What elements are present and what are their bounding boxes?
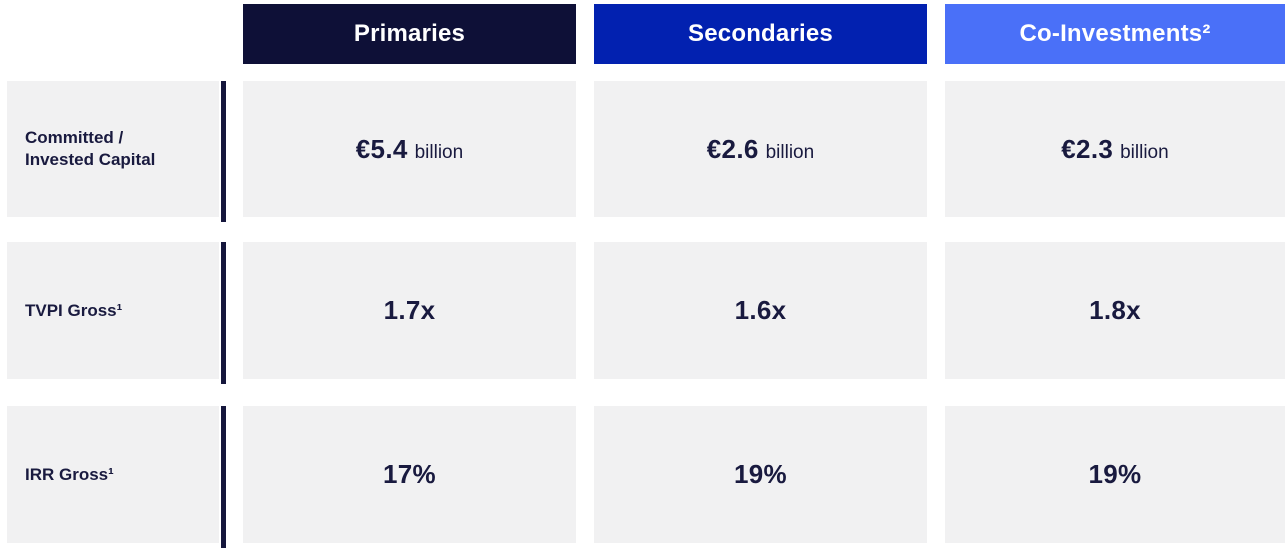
cell-value-suffix: billion (414, 141, 464, 163)
table-row-irr-gross: IRR Gross¹ 17% 19% 19% (0, 406, 1285, 548)
cell-value-suffix: billion (765, 141, 815, 163)
value-cell-co-investments: 1.8x (945, 242, 1285, 379)
row-label-cell: TVPI Gross¹ (7, 242, 219, 379)
value-wrap: €5.4 billion (356, 134, 463, 165)
row-label: TVPI Gross¹ (25, 300, 123, 320)
value-wrap: €2.6 billion (707, 134, 814, 165)
value-cell-secondaries: 1.6x (594, 242, 927, 379)
column-header-secondaries: Secondaries (594, 4, 927, 64)
cell-value: 19% (1088, 459, 1142, 489)
row-label-cell: IRR Gross¹ (7, 406, 219, 543)
row-divider-bar (221, 81, 226, 222)
column-header-primaries-label: Primaries (353, 20, 466, 47)
cell-value: 1.6x (734, 295, 787, 325)
value-cell-secondaries: 19% (594, 406, 927, 543)
column-header-co-investments-label: Co-Investments² (1019, 20, 1211, 47)
row-divider-bar (221, 406, 226, 548)
value-cell-primaries: €5.4 billion (243, 81, 576, 217)
cell-value-suffix: billion (1120, 141, 1169, 163)
value-cell-co-investments: 19% (945, 406, 1285, 543)
column-header-co-investments: Co-Investments² (945, 4, 1285, 64)
cell-value: 19% (734, 459, 787, 489)
cell-value: 1.7x (383, 295, 436, 325)
value-cell-co-investments: €2.3 billion (945, 81, 1285, 217)
value-wrap: €2.3 billion (1061, 134, 1168, 165)
value-cell-secondaries: €2.6 billion (594, 81, 927, 217)
column-header-primaries: Primaries (243, 4, 576, 64)
cell-value: €5.4 (355, 133, 408, 164)
value-cell-primaries: 17% (243, 406, 576, 543)
table-row-committed-invested-capital: Committed / Invested Capital €5.4 billio… (0, 81, 1285, 222)
value-cell-primaries: 1.7x (243, 242, 576, 379)
cell-value: €2.3 (1061, 133, 1114, 164)
row-label-cell: Committed / Invested Capital (7, 81, 219, 217)
row-label: Committed / Invested Capital (25, 128, 156, 169)
cell-value: €2.6 (706, 133, 759, 164)
cell-value: 1.8x (1089, 295, 1141, 325)
row-label: IRR Gross¹ (25, 464, 114, 484)
cell-value: 17% (383, 459, 436, 489)
column-header-secondaries-label: Secondaries (688, 20, 833, 47)
row-divider-bar (221, 242, 226, 384)
table-row-tvpi-gross: TVPI Gross¹ 1.7x 1.6x 1.8x (0, 242, 1285, 384)
